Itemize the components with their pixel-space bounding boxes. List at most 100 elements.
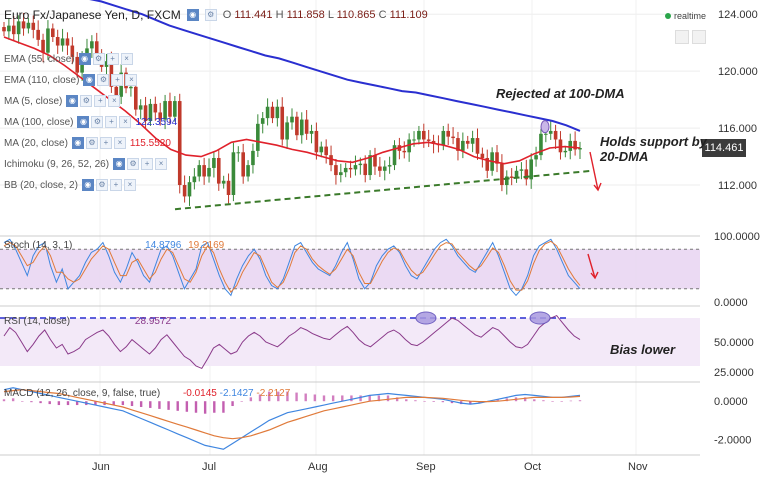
macd-tick-label: 0.0000 bbox=[714, 396, 748, 408]
candle-body bbox=[578, 148, 582, 150]
close-icon[interactable]: × bbox=[119, 116, 132, 128]
close-icon[interactable]: × bbox=[125, 74, 138, 86]
candle-body bbox=[143, 105, 148, 121]
eye-icon[interactable]: ◉ bbox=[77, 116, 90, 128]
close-icon[interactable]: × bbox=[123, 179, 136, 191]
macd-histogram-bar bbox=[359, 395, 362, 402]
settings-icon[interactable]: ⚙ bbox=[91, 116, 104, 128]
x-tick-label: Nov bbox=[628, 461, 648, 473]
macd-histogram-bar bbox=[368, 395, 371, 402]
macd-histogram-bar bbox=[551, 401, 554, 402]
settings-icon[interactable]: ⚙ bbox=[127, 158, 140, 170]
bias-arrow-stoch-head bbox=[590, 271, 599, 280]
settings-icon[interactable]: ⚙ bbox=[85, 137, 98, 149]
settings-icon[interactable]: ⚙ bbox=[204, 9, 217, 21]
candle-body bbox=[407, 139, 411, 153]
settings-icon[interactable]: ⚙ bbox=[92, 53, 105, 65]
indicator-row[interactable]: EMA (110, close) ◉ ⚙ + × bbox=[4, 74, 138, 86]
indicator-row[interactable]: MA (100, close) ◉ ⚙ + × 122.3594 bbox=[4, 116, 177, 128]
indicator-row[interactable]: MA (20, close) ◉ ⚙ + × 115.5520 bbox=[4, 137, 171, 149]
macd-histogram-bar bbox=[30, 401, 33, 403]
stoch-pane: 0.0000 100.0000 bbox=[0, 231, 760, 309]
candle-body bbox=[299, 119, 304, 136]
macd-histogram-bar bbox=[386, 395, 390, 402]
candle-body bbox=[2, 27, 6, 32]
candle-body bbox=[324, 146, 328, 156]
candle-body bbox=[465, 140, 470, 144]
candle-body bbox=[75, 56, 80, 73]
close-icon[interactable]: × bbox=[113, 137, 126, 149]
symbol-title[interactable]: Euro Fx/Japanese Yen, D, FXCM bbox=[4, 8, 181, 22]
eye-icon[interactable]: ◉ bbox=[71, 137, 84, 149]
x-tick-label: Sep bbox=[416, 461, 436, 473]
macd-histogram-bar bbox=[231, 401, 234, 407]
candle-body bbox=[202, 165, 206, 177]
add-icon[interactable]: + bbox=[111, 74, 124, 86]
macd-histogram-bar bbox=[75, 401, 79, 406]
macd-histogram-bar bbox=[331, 395, 335, 402]
candle-body bbox=[133, 86, 138, 110]
candle-body bbox=[280, 106, 285, 140]
right-axis-bg bbox=[700, 0, 768, 455]
candle-body bbox=[187, 182, 192, 197]
rsi-pane: 25.0000 50.0000 bbox=[0, 305, 754, 379]
maximize-icon[interactable] bbox=[675, 30, 689, 44]
add-icon[interactable]: + bbox=[99, 137, 112, 149]
candle-body bbox=[173, 101, 177, 117]
indicator-row[interactable]: MA (5, close) ◉ ⚙ + × bbox=[4, 95, 121, 107]
close-pane-icon[interactable] bbox=[692, 30, 706, 44]
indicator-label: EMA (55, close) bbox=[4, 53, 75, 65]
indicator-row[interactable]: Ichimoku (9, 26, 52, 26) ◉ ⚙ + × bbox=[4, 158, 168, 170]
candle-body bbox=[573, 140, 577, 150]
candle-body bbox=[212, 157, 216, 168]
eye-icon[interactable]: ◉ bbox=[113, 158, 126, 170]
candle-body bbox=[509, 176, 514, 178]
candle-body bbox=[41, 39, 45, 53]
eye-icon[interactable]: ◉ bbox=[66, 95, 79, 107]
macd-histogram-bar bbox=[11, 398, 15, 402]
add-icon[interactable]: + bbox=[106, 53, 119, 65]
candle-body bbox=[16, 21, 21, 35]
eye-icon[interactable]: ◉ bbox=[81, 179, 94, 191]
settings-icon[interactable]: ⚙ bbox=[97, 74, 110, 86]
x-tick-label: Oct bbox=[524, 461, 541, 473]
add-icon[interactable]: + bbox=[105, 116, 118, 128]
macd-histogram-bar bbox=[2, 399, 6, 402]
candle-body bbox=[563, 150, 568, 153]
candle-body bbox=[260, 118, 265, 124]
eye-icon[interactable]: ◉ bbox=[78, 53, 91, 65]
x-tick-label: Jul bbox=[202, 461, 216, 473]
settings-icon[interactable]: ⚙ bbox=[80, 95, 93, 107]
candle-body bbox=[495, 152, 499, 164]
add-icon[interactable]: + bbox=[141, 158, 154, 170]
macd-histogram-bar bbox=[414, 400, 417, 402]
eye-icon[interactable]: ◉ bbox=[83, 74, 96, 86]
macd-histogram-bar bbox=[167, 401, 170, 410]
y-tick-label: 116.000 bbox=[718, 123, 757, 135]
indicator-controls: ◉ ⚙ + × bbox=[83, 74, 138, 86]
rsi-line bbox=[3, 314, 581, 370]
indicator-row[interactable]: EMA (55, close) ◉ ⚙ + × bbox=[4, 53, 133, 65]
eye-icon[interactable]: ◉ bbox=[186, 9, 199, 21]
add-icon[interactable]: + bbox=[109, 179, 122, 191]
close-icon[interactable]: × bbox=[155, 158, 168, 170]
macd-histogram-bar bbox=[322, 395, 326, 402]
candle-body bbox=[21, 21, 26, 29]
candle-body bbox=[544, 133, 548, 135]
close-icon[interactable]: × bbox=[120, 53, 133, 65]
candle-body bbox=[319, 146, 324, 153]
macd-histogram-bar bbox=[258, 394, 262, 402]
candle-body bbox=[329, 155, 333, 166]
indicator-row[interactable]: BB (20, close, 2) ◉ ⚙ + × bbox=[4, 179, 136, 191]
indicator-controls: ◉ ⚙ + × bbox=[77, 116, 132, 128]
macd-histogram-bar bbox=[560, 401, 563, 402]
macd-histogram-bar bbox=[158, 401, 161, 409]
settings-icon[interactable]: ⚙ bbox=[95, 179, 108, 191]
stoch-k-line bbox=[3, 238, 581, 297]
candle-body bbox=[378, 166, 382, 171]
macd-histogram-bar bbox=[112, 401, 115, 406]
ohlc-values: O 111.441 H 111.858 L 110.865 C 111.109 bbox=[222, 9, 428, 21]
close-icon[interactable]: × bbox=[108, 95, 121, 107]
candle-body bbox=[358, 163, 363, 166]
add-icon[interactable]: + bbox=[94, 95, 107, 107]
